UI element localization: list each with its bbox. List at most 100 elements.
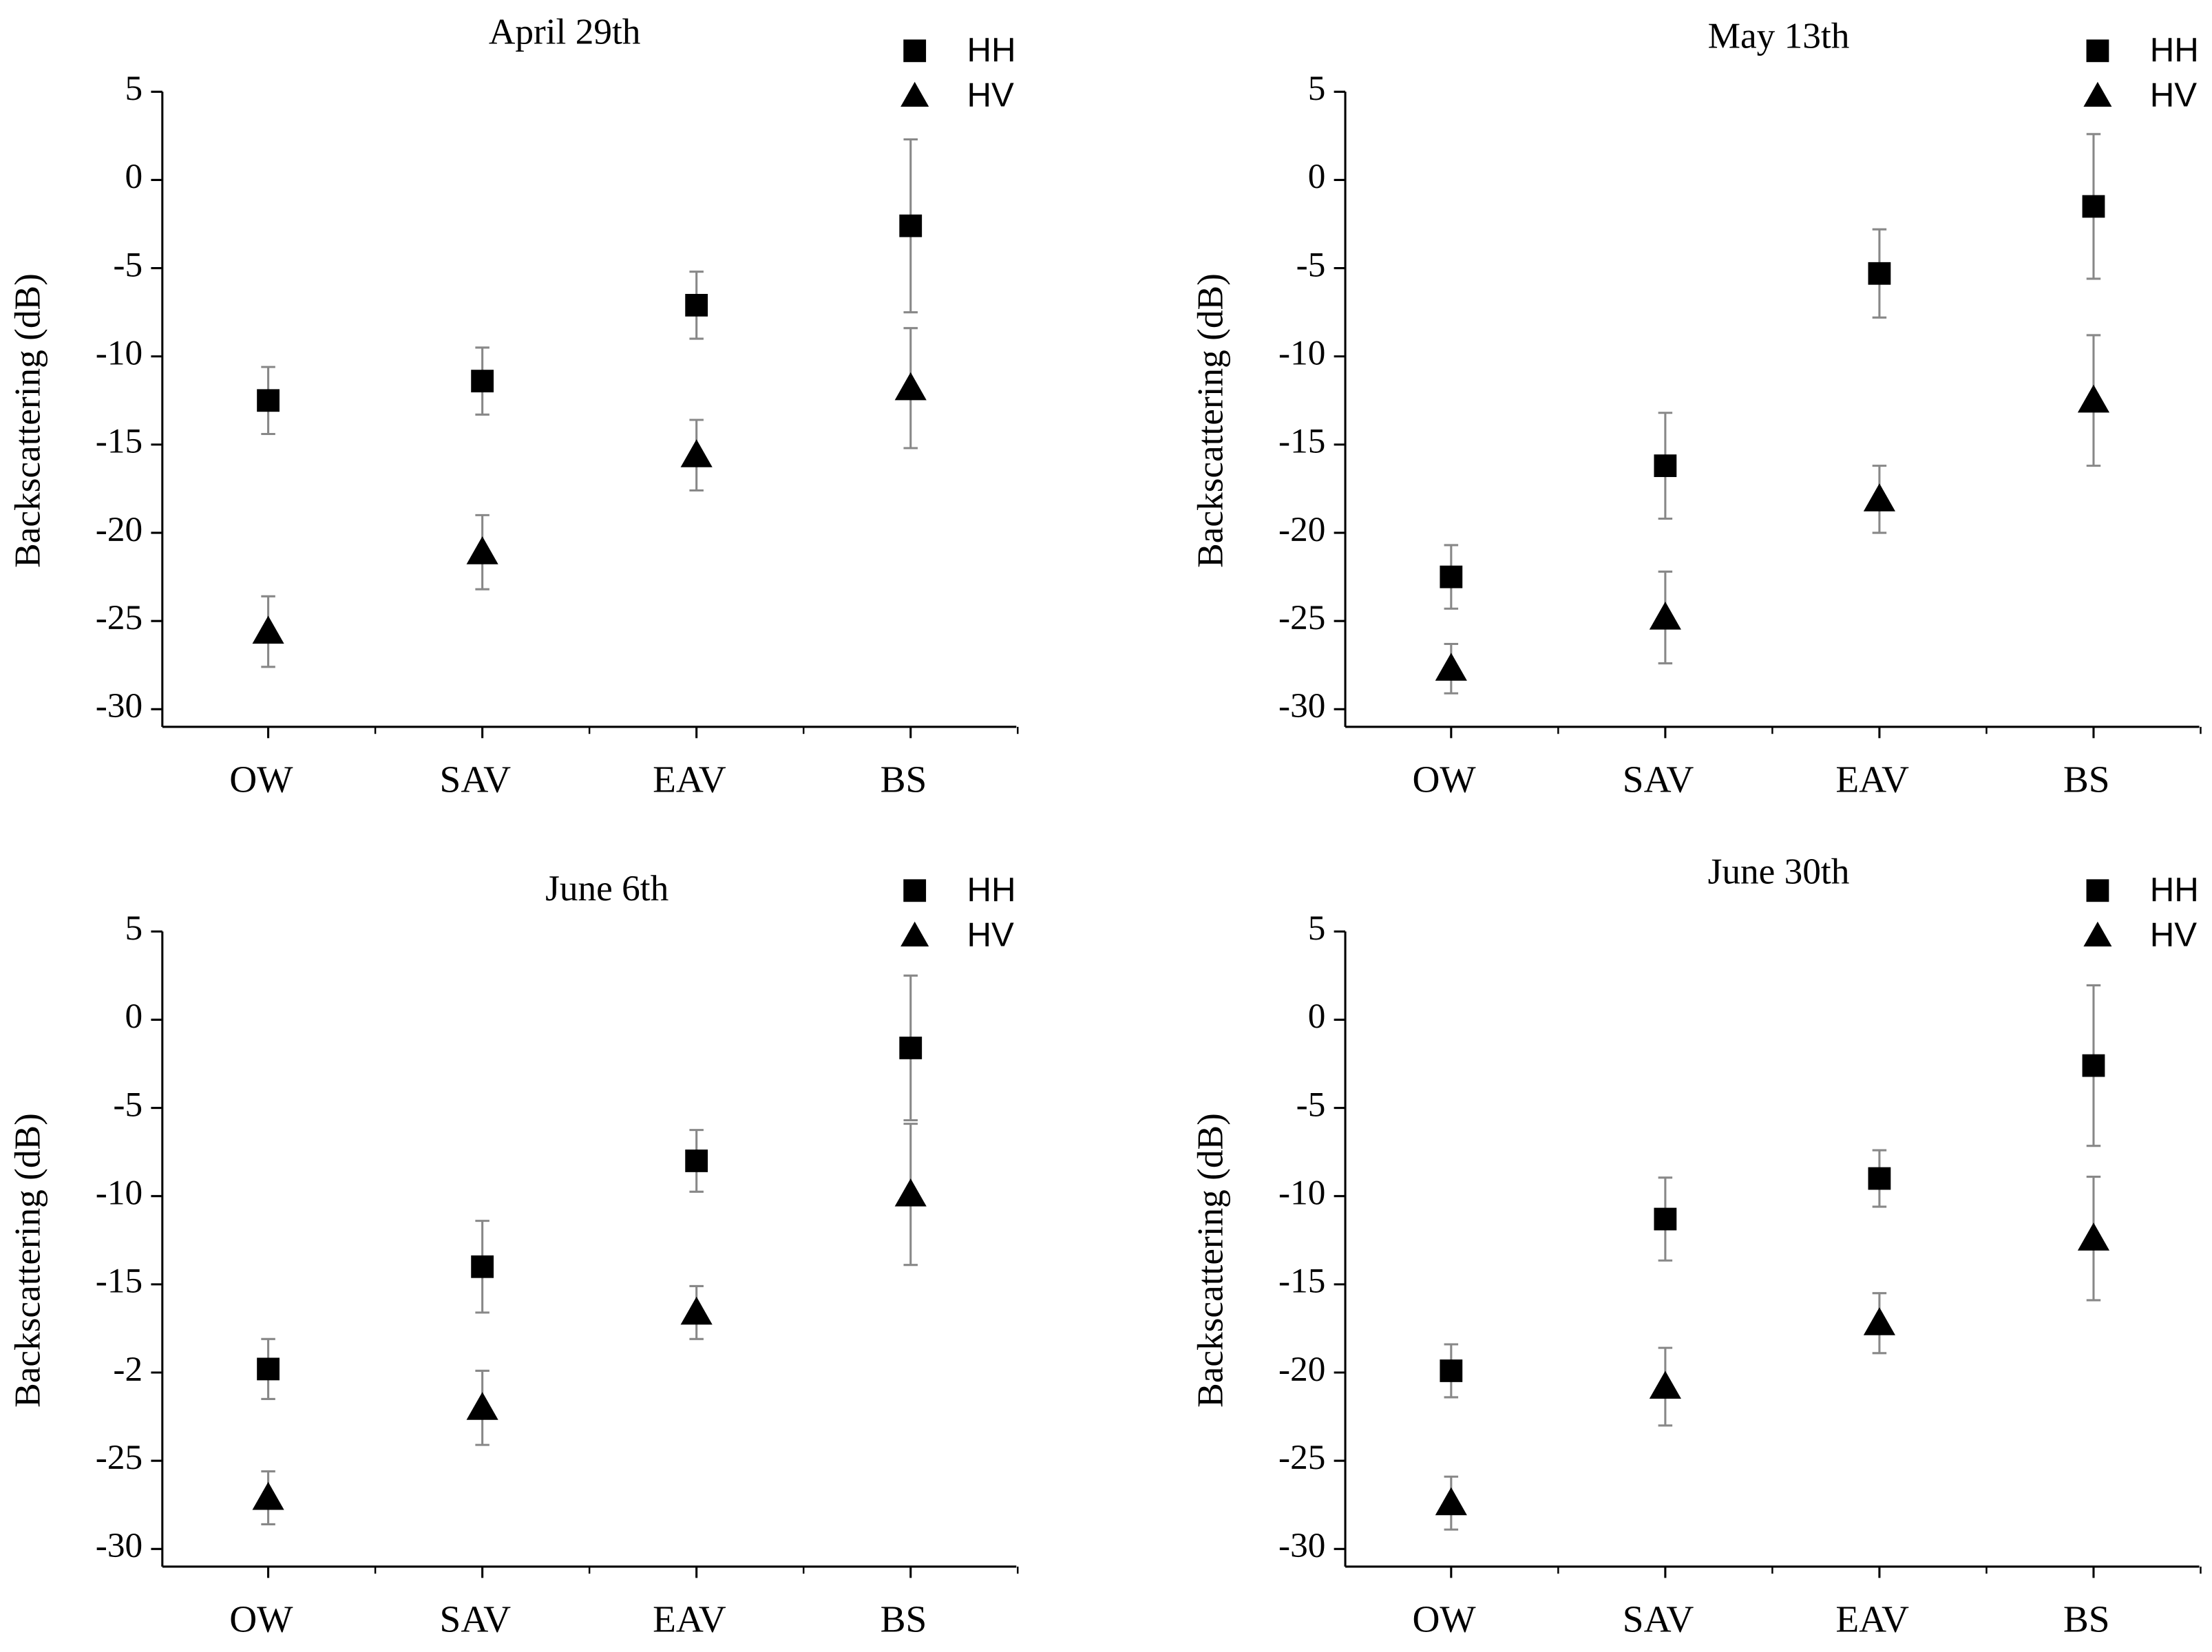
panel: April 29th Backscattering (dB) 5 0 -5 -10 -15 -… — [6, 10, 1019, 801]
point — [257, 389, 280, 412]
legend-marker — [903, 879, 927, 902]
point — [899, 214, 923, 237]
legend-label: HV — [2150, 76, 2198, 114]
x-tick-label: OW — [229, 1598, 293, 1640]
point — [1649, 1370, 1681, 1399]
x-tick-label: EAV — [653, 1598, 726, 1640]
y-tick-label: -30 — [96, 1526, 143, 1565]
point — [471, 1255, 494, 1278]
point — [1654, 454, 1677, 478]
y-tick-label: -5 — [1296, 1085, 1326, 1124]
y-tick-label: 5 — [125, 909, 143, 948]
legend-label: HV — [2150, 915, 2198, 953]
y-tick-label: 5 — [125, 69, 143, 108]
x-tick-label: SAV — [440, 759, 512, 801]
y-tick-label: -25 — [96, 1438, 143, 1477]
point — [1435, 1487, 1467, 1516]
y-tick-label: -10 — [1278, 1173, 1325, 1212]
y-tick-label: -30 — [96, 686, 143, 726]
y-tick-label: -10 — [1278, 333, 1325, 372]
y-tick-label: -5 — [1296, 245, 1326, 284]
legend-marker — [2083, 921, 2112, 947]
point — [1863, 1307, 1895, 1335]
legend-marker — [2086, 879, 2109, 902]
point — [471, 370, 494, 393]
panel: May 13th Backscattering (dB) 5 0 -5 -10 -15 -20… — [1190, 15, 2202, 801]
legend-marker — [2086, 39, 2109, 63]
point — [1440, 565, 1463, 589]
point — [257, 1357, 280, 1381]
x-tick-label: BS — [2063, 759, 2110, 801]
y-axis-label: Backscattering (dB) — [1190, 273, 1231, 568]
point — [680, 1296, 713, 1325]
y-tick-label: -15 — [96, 422, 143, 461]
panel: June 6th Backscattering (dB) 5 0 -5 -10 -15 -2 -… — [6, 867, 1019, 1640]
point — [1654, 1207, 1677, 1231]
panel: June 30th Backscattering (dB) 5 0 -5 -10 -15 -2… — [1190, 850, 2202, 1640]
x-tick-label: EAV — [1835, 1598, 1909, 1640]
legend-label: HH — [2150, 31, 2199, 69]
y-tick-label: -25 — [1278, 1438, 1325, 1477]
point — [2077, 384, 2110, 413]
point — [1435, 653, 1467, 681]
x-tick-label: EAV — [1835, 759, 1909, 801]
y-tick-label: -20 — [1278, 1350, 1325, 1389]
point — [685, 1150, 708, 1172]
y-axis-label: Backscattering (dB) — [6, 1113, 48, 1408]
point — [466, 1392, 498, 1420]
point — [1649, 601, 1681, 630]
y-tick-label: -20 — [96, 510, 143, 549]
panel-title: May 13th — [1708, 15, 1850, 56]
x-tick-label: EAV — [653, 759, 726, 801]
panel-title: April 29th — [489, 10, 641, 52]
point — [894, 372, 927, 401]
y-tick-label: -10 — [96, 333, 143, 372]
point — [680, 439, 713, 467]
y-tick-label: 0 — [125, 997, 143, 1036]
point — [1440, 1359, 1463, 1382]
legend-label: HH — [967, 871, 1016, 909]
point — [1863, 483, 1895, 511]
y-tick-label: -5 — [113, 1085, 143, 1124]
panel-title: June 30th — [1708, 850, 1850, 891]
y-axis-label: Backscattering (dB) — [1190, 1113, 1231, 1408]
point — [685, 293, 708, 317]
y-tick-label: -25 — [1278, 598, 1325, 637]
point — [899, 1037, 923, 1059]
y-tick-label: 5 — [1308, 69, 1326, 108]
y-axis-label: Backscattering (dB) — [6, 273, 48, 568]
y-tick-label: -15 — [1278, 1262, 1325, 1301]
point — [252, 1481, 284, 1510]
x-tick-label: SAV — [440, 1598, 512, 1640]
y-tick-label: -30 — [1278, 686, 1325, 726]
x-tick-label: SAV — [1623, 1598, 1694, 1640]
point — [466, 536, 498, 564]
x-tick-label: SAV — [1623, 759, 1694, 801]
x-tick-label: BS — [881, 759, 927, 801]
y-tick-label: -15 — [96, 1262, 143, 1301]
y-tick-label: -15 — [1278, 422, 1325, 461]
legend-marker — [903, 39, 927, 63]
y-tick-label: -25 — [96, 598, 143, 637]
y-tick-label: 0 — [1308, 997, 1326, 1036]
x-tick-label: BS — [881, 1598, 927, 1640]
legend-marker — [2083, 81, 2112, 107]
point — [2082, 1054, 2105, 1077]
legend-marker — [900, 81, 929, 107]
point — [1868, 1167, 1891, 1190]
point — [2082, 195, 2105, 218]
legend-label: HV — [967, 915, 1015, 953]
x-tick-label: OW — [1412, 759, 1476, 801]
y-tick-label: -20 — [1278, 510, 1325, 549]
x-tick-label: BS — [2063, 1598, 2110, 1640]
legend-label: HV — [967, 76, 1015, 114]
x-tick-label: OW — [1412, 1598, 1476, 1640]
y-tick-label: -10 — [96, 1173, 143, 1212]
y-tick-label: 0 — [1308, 157, 1326, 196]
legend-label: HH — [967, 31, 1016, 69]
point — [894, 1178, 927, 1207]
panel-title: June 6th — [545, 867, 668, 909]
y-tick-label: -5 — [113, 245, 143, 284]
